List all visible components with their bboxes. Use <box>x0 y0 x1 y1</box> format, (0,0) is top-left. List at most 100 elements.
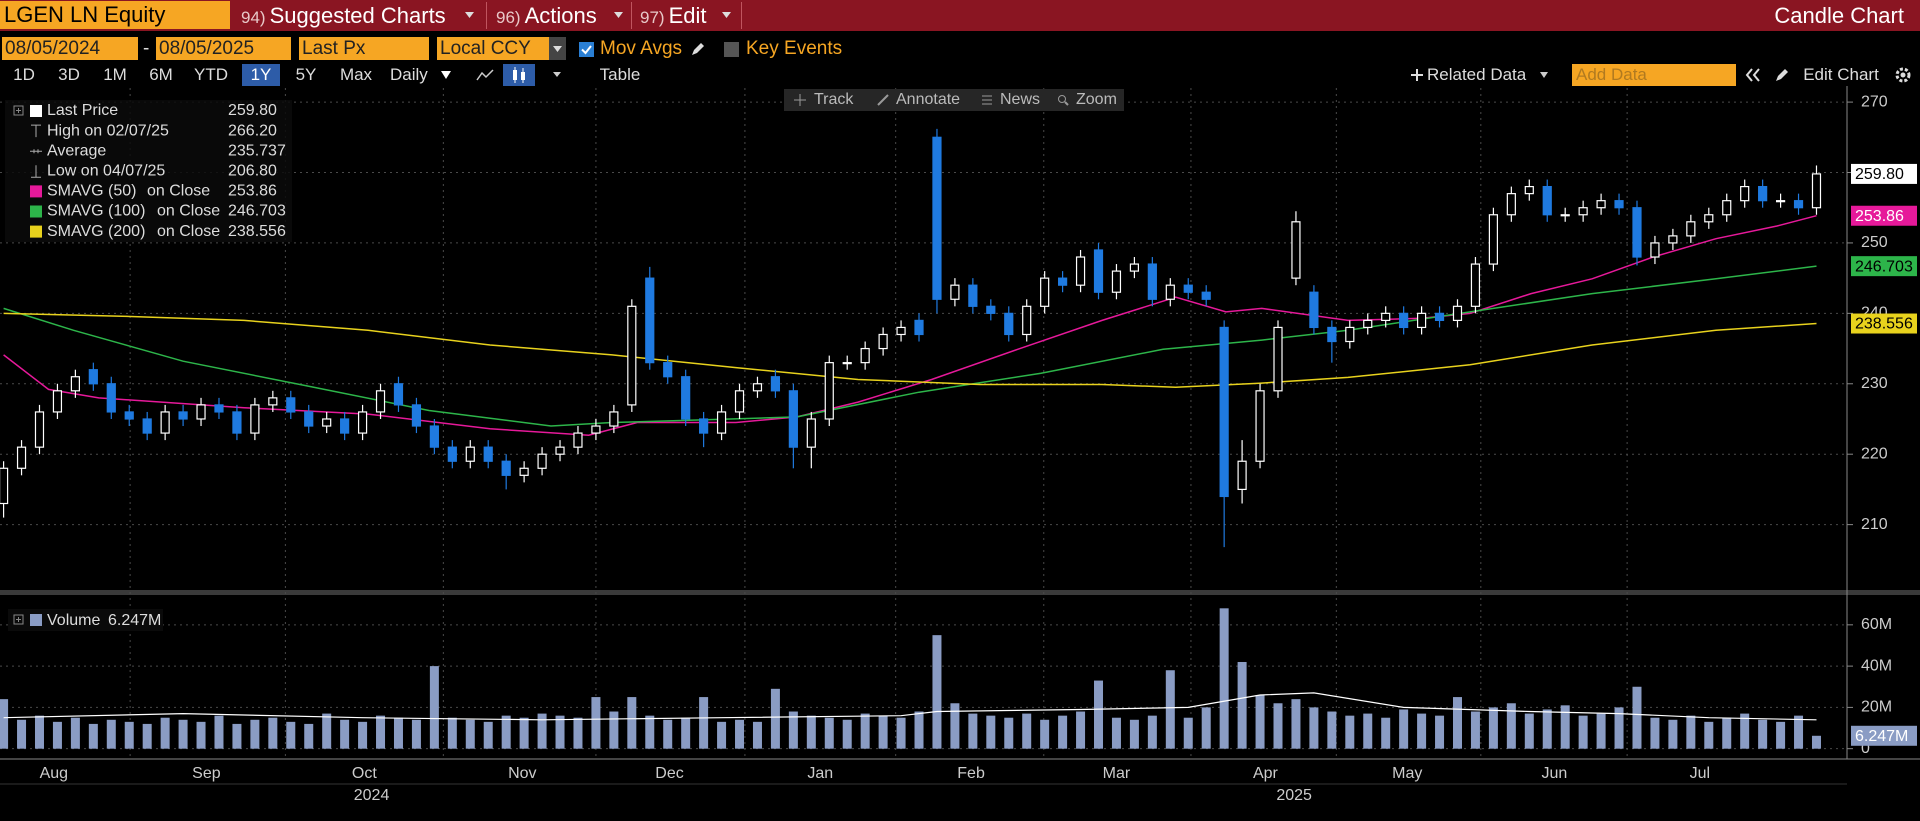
legend-label: SMAVG (100) <box>47 203 145 220</box>
volume-bar <box>304 723 314 749</box>
candle-body <box>304 411 314 427</box>
x-tick-label: Mar <box>1103 765 1131 782</box>
candle-body <box>1811 173 1822 209</box>
settings-icon[interactable] <box>1893 65 1913 85</box>
edit-chart-button[interactable]: Edit Chart <box>1803 65 1879 84</box>
y-tick-label: 0 <box>1861 740 1870 757</box>
dropdown-arrow[interactable] <box>552 71 562 79</box>
period-button[interactable]: 5Y <box>295 65 317 84</box>
volume-bar <box>1111 717 1121 749</box>
table-button[interactable]: Table <box>599 65 641 84</box>
period-button-selected[interactable]: 1Y <box>242 64 280 86</box>
pencil-icon[interactable] <box>690 41 706 57</box>
period-button[interactable]: 1M <box>103 65 127 84</box>
screen-title: Candle Chart <box>1774 3 1904 28</box>
candle-body <box>1542 185 1552 216</box>
mov-avgs-label[interactable]: Mov Avgs <box>600 38 683 59</box>
candle-chart-icon[interactable] <box>503 64 535 86</box>
collapse-icon-mark <box>16 617 21 622</box>
header-bar: LGEN LN Equity 94) Suggested Charts 96) Ac… <box>0 0 1920 31</box>
legend-value: 206.80 <box>228 163 277 180</box>
add-data-input[interactable]: Add Data <box>1572 64 1736 86</box>
volume-bar <box>914 711 924 749</box>
menu[interactable]: 96) Actions <box>496 0 597 31</box>
volume-bar <box>681 717 691 749</box>
tool-button[interactable]: News <box>1000 91 1041 108</box>
volume-bar <box>860 713 870 749</box>
line-chart-icon[interactable] <box>470 64 500 86</box>
volume-bar <box>1147 715 1157 749</box>
volume-bar <box>1040 719 1050 749</box>
volume-bar <box>1076 711 1086 749</box>
candle-body <box>1363 319 1373 329</box>
candle-body <box>1040 277 1050 307</box>
dropdown-arrow <box>465 12 474 18</box>
volume-bar <box>286 721 296 749</box>
legend-label: Volume <box>47 612 100 629</box>
candle-body <box>1309 291 1319 329</box>
volume-bar <box>250 719 260 749</box>
candle-body <box>1022 305 1032 336</box>
candle-body <box>1758 185 1768 202</box>
volume-bar <box>896 717 906 749</box>
candle-body <box>770 376 781 392</box>
tool-button[interactable]: Zoom <box>1076 91 1117 108</box>
volume-bar <box>1273 703 1283 749</box>
frequency-select[interactable]: Daily <box>390 65 428 84</box>
volume-bar <box>788 711 798 749</box>
candle-body <box>896 326 906 336</box>
candle-body <box>501 460 511 476</box>
checkbox-checked[interactable] <box>579 42 594 57</box>
panel-separator <box>0 590 1920 595</box>
period-button[interactable]: 6M <box>149 65 173 84</box>
period-button[interactable]: Max <box>339 65 373 84</box>
divider <box>486 2 487 29</box>
volume-bar <box>1094 680 1104 749</box>
related-data-button[interactable]: Related Data <box>1427 65 1527 84</box>
y-tick-label: 60M <box>1861 616 1892 633</box>
dropdown-button[interactable] <box>549 37 566 60</box>
end-date[interactable]: 08/05/2025 <box>156 37 291 60</box>
chart-tools-bar: Track Annotate News Zoom <box>784 89 1124 111</box>
tool-button[interactable]: Track <box>814 91 854 108</box>
x-tick-label: Nov <box>508 765 536 782</box>
candle-body <box>106 383 116 413</box>
candle-body <box>1650 242 1660 258</box>
x-tick-label: Feb <box>957 765 985 782</box>
volume-bar <box>752 721 762 749</box>
period-button[interactable]: 1D <box>13 65 35 84</box>
average-icon <box>30 149 42 154</box>
candle-body <box>860 347 870 364</box>
period-button[interactable]: YTD <box>194 65 228 84</box>
period-button[interactable]: 3D <box>58 65 80 84</box>
candle-body <box>537 453 547 469</box>
checkbox[interactable] <box>724 42 739 57</box>
menu[interactable]: 97) Edit <box>640 0 707 31</box>
volume-bar <box>1399 709 1409 749</box>
security-field[interactable]: LGEN LN Equity <box>0 1 230 29</box>
field-select[interactable]: Last Px <box>299 37 429 60</box>
volume-bar <box>447 717 457 749</box>
collapse-icon[interactable] <box>1744 67 1762 83</box>
volume-bar <box>1560 705 1570 749</box>
volume-bar <box>483 721 493 749</box>
volume-bar <box>1417 713 1427 749</box>
volume-bar <box>1776 721 1786 749</box>
volume-bar <box>537 713 547 749</box>
menu[interactable]: 94) Suggested Charts <box>241 0 446 31</box>
volume-bar <box>1578 715 1588 749</box>
candle-body <box>1722 200 1732 216</box>
volume-bar <box>106 719 116 749</box>
currency-select[interactable]: Local CCY <box>437 37 549 60</box>
tool-button[interactable]: Annotate <box>896 91 961 108</box>
volume-bar <box>160 717 170 749</box>
candle-body <box>1255 390 1265 462</box>
key-events-label[interactable]: Key Events <box>746 38 843 59</box>
volume-bar <box>1686 715 1696 749</box>
candle-body <box>1740 185 1750 202</box>
legend-basis: on Close <box>157 223 220 240</box>
x-tick-label: Sep <box>192 765 221 782</box>
start-date[interactable]: 08/05/2024 <box>2 37 138 60</box>
y-tick-label: 40M <box>1861 657 1892 674</box>
volume-bar <box>591 697 601 749</box>
